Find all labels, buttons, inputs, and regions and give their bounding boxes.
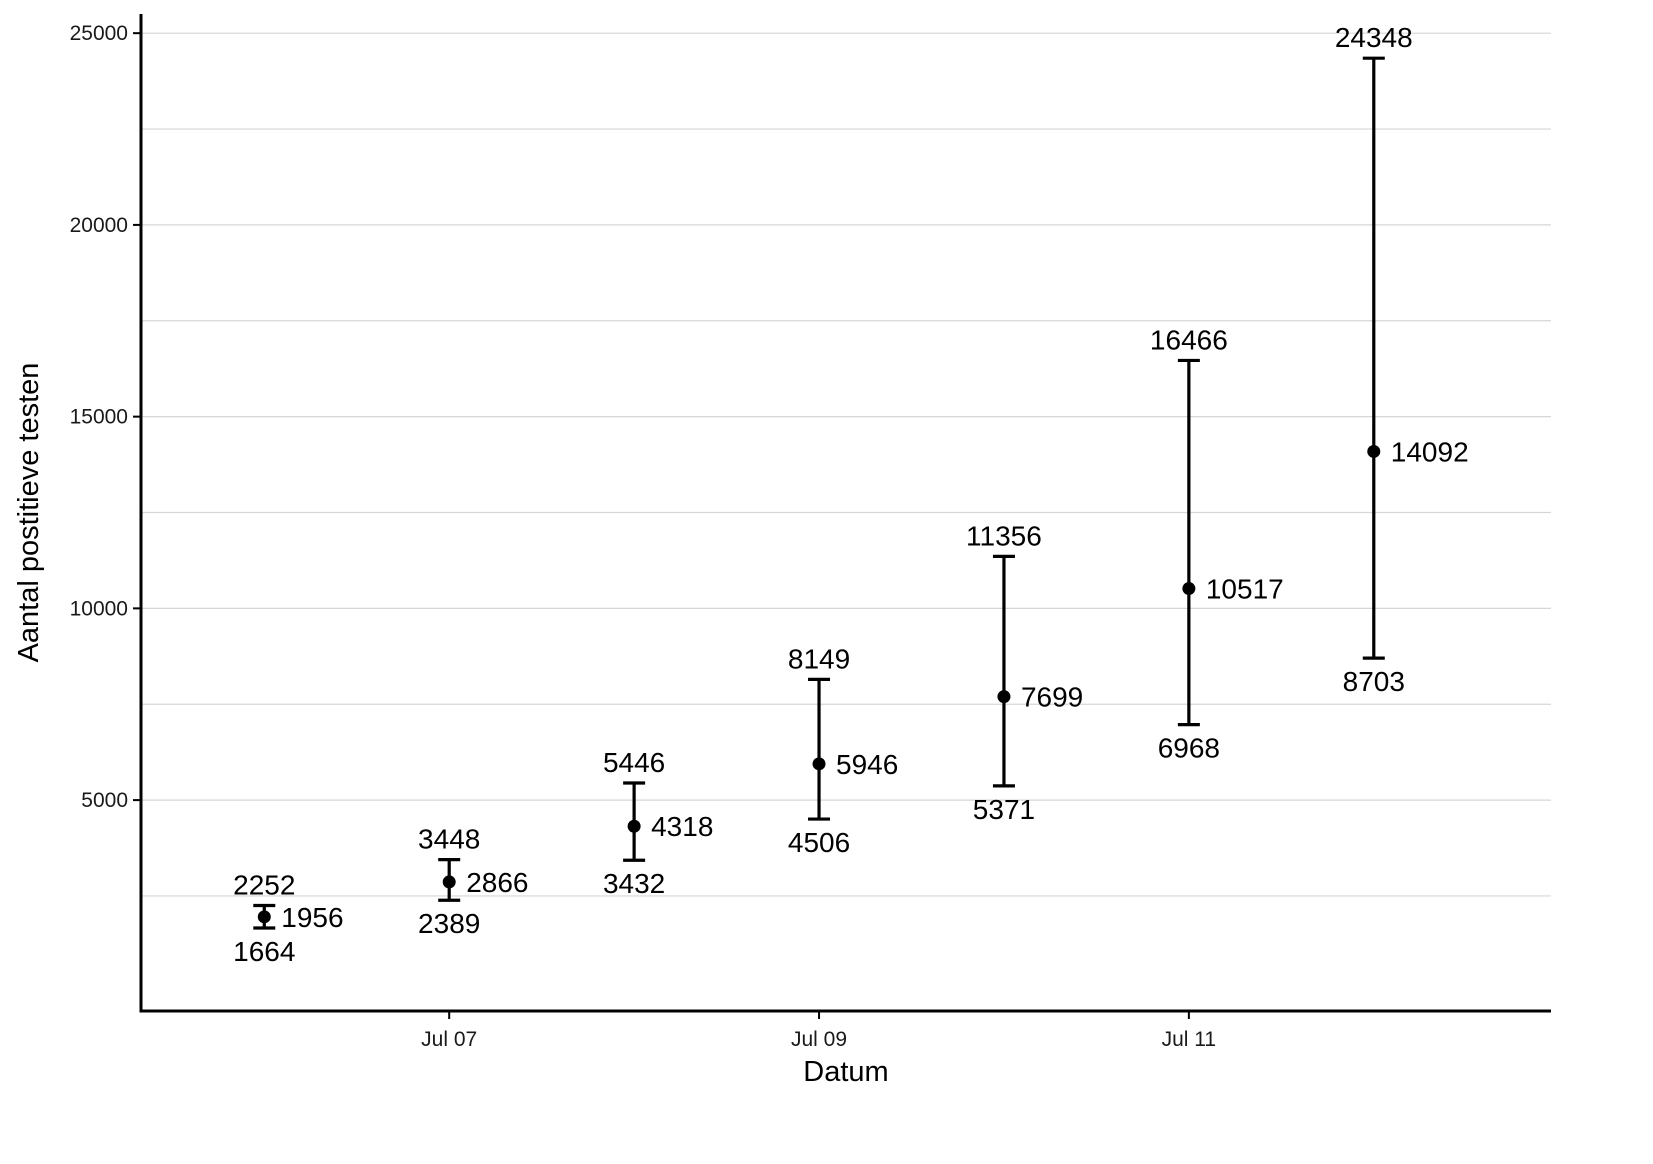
upper-bound-label: 3448 (418, 824, 480, 855)
lower-bound-label: 6968 (1158, 733, 1220, 764)
upper-bound-label: 24348 (1335, 22, 1413, 53)
lower-bound-label: 5371 (973, 794, 1035, 825)
value-label: 14092 (1391, 436, 1469, 467)
y-tick-label: 20000 (70, 214, 128, 237)
data-point (997, 690, 1011, 704)
y-axis-ticks: 5000 10000 15000 20000 25000 (70, 22, 141, 812)
lower-bound-label: 4506 (788, 827, 850, 858)
value-label: 10517 (1206, 574, 1284, 605)
error-bar-group: 3448 2389 2866 (418, 824, 528, 940)
x-tick-label: Jul 11 (1162, 1028, 1216, 1051)
error-bar-group: 24348 8703 14092 (1335, 22, 1469, 697)
x-tick-label: Jul 09 (791, 1028, 847, 1051)
upper-bound-label: 5446 (603, 747, 665, 778)
error-bar-group: 5446 3432 4318 (603, 747, 713, 899)
data-point (442, 875, 456, 889)
upper-bound-label: 2252 (233, 869, 295, 900)
axes (139, 14, 1551, 1013)
upper-bound-label: 11356 (966, 520, 1042, 551)
y-tick-label: 5000 (81, 789, 128, 812)
upper-bound-label: 8149 (788, 643, 850, 674)
error-bar-group: 11356 5371 7699 (966, 520, 1083, 825)
data-point (627, 819, 641, 833)
lower-bound-label: 3432 (603, 868, 665, 899)
value-label: 2866 (466, 867, 528, 898)
x-axis-ticks: Jul 07 Jul 09 Jul 11 (421, 1011, 1216, 1051)
data-point (1367, 444, 1381, 458)
y-tick-label: 15000 (70, 406, 128, 429)
lower-bound-label: 1664 (233, 936, 295, 967)
y-axis-title: Aantal postitieve testen (13, 363, 45, 663)
upper-bound-label: 16466 (1150, 324, 1228, 355)
value-label: 1956 (281, 902, 343, 933)
y-tick-label: 25000 (70, 22, 128, 45)
data-point (812, 757, 826, 771)
grid-lines (141, 32, 1551, 897)
error-bar-group: 8149 4506 5946 (788, 643, 898, 858)
data-point (1182, 582, 1196, 596)
x-tick-label: Jul 07 (421, 1028, 477, 1051)
lower-bound-label: 8703 (1343, 666, 1405, 697)
value-label: 7699 (1021, 682, 1083, 713)
y-tick-label: 10000 (70, 597, 128, 620)
error-bar-group: 16466 6968 10517 (1150, 324, 1284, 763)
lower-bound-label: 2389 (418, 908, 480, 939)
value-label: 5946 (836, 749, 898, 780)
x-axis-title: Datum (803, 1056, 888, 1088)
value-label: 4318 (651, 811, 713, 842)
data-point (257, 910, 271, 924)
